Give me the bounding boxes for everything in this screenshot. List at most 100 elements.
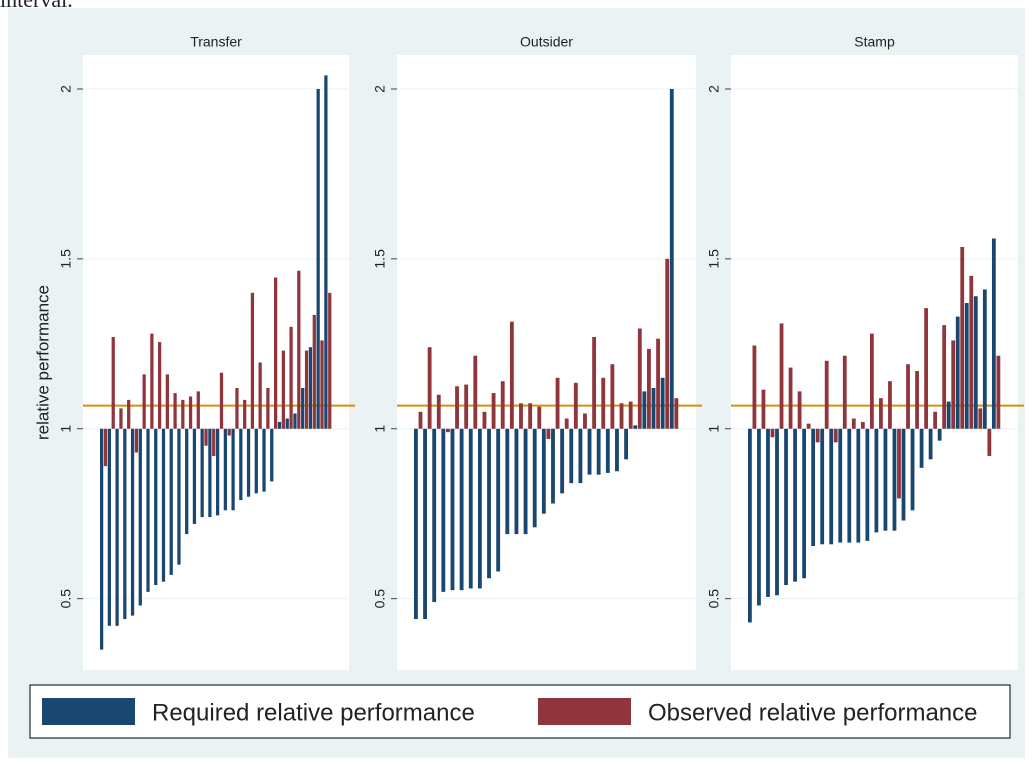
bar <box>165 374 169 429</box>
bar <box>665 258 670 429</box>
bar <box>293 413 297 429</box>
bar <box>192 428 197 524</box>
bar <box>674 398 679 429</box>
bar <box>761 389 766 429</box>
bar <box>285 418 289 429</box>
bar <box>150 333 154 429</box>
bar <box>254 428 258 494</box>
bar <box>158 342 162 429</box>
bar <box>897 428 901 499</box>
bar <box>624 428 629 460</box>
bar <box>955 316 960 429</box>
bar <box>450 428 455 591</box>
bar <box>146 428 150 592</box>
bar <box>757 428 761 606</box>
bar <box>879 398 883 429</box>
y-tick-label: 1 <box>706 425 722 433</box>
bar <box>487 428 491 579</box>
bar <box>847 428 852 543</box>
bar <box>250 292 255 429</box>
bar <box>188 396 193 429</box>
bar <box>964 303 969 429</box>
bar <box>532 428 537 528</box>
bar <box>130 428 135 616</box>
bar <box>779 323 784 429</box>
bar <box>491 393 496 429</box>
bar <box>669 88 674 429</box>
bar <box>514 428 519 535</box>
bar <box>637 328 642 429</box>
bar <box>111 337 115 429</box>
bar <box>978 408 983 429</box>
y-tick-label: 0.5 <box>706 589 722 609</box>
bar <box>423 428 427 620</box>
bar <box>441 428 446 592</box>
bar <box>169 428 173 575</box>
plot-area <box>83 55 349 670</box>
bar <box>933 411 938 429</box>
legend-swatch <box>538 698 631 725</box>
bar <box>851 418 856 429</box>
bar <box>528 403 533 429</box>
bar <box>464 384 469 429</box>
bar <box>806 423 811 429</box>
y-tick-label: 2 <box>372 85 388 93</box>
legend-swatch <box>42 698 135 725</box>
panel-title: Transfer <box>190 34 242 50</box>
bar <box>628 401 633 429</box>
bar <box>601 377 606 429</box>
bar <box>820 428 825 545</box>
bar <box>212 428 216 456</box>
bar <box>883 428 888 531</box>
bar <box>633 425 638 429</box>
bar <box>982 289 987 429</box>
bar <box>564 418 569 429</box>
y-tick-label: 2 <box>58 85 74 93</box>
bar <box>642 391 647 429</box>
bar <box>445 428 450 433</box>
bar <box>185 428 189 535</box>
bar <box>509 321 514 429</box>
bar <box>833 428 838 443</box>
bar <box>793 428 797 582</box>
bar <box>477 428 482 589</box>
bar <box>996 355 1001 429</box>
bar <box>860 421 865 429</box>
y-tick-label: 0.5 <box>372 589 388 609</box>
bar <box>312 314 316 429</box>
bar <box>865 428 870 541</box>
bar <box>829 428 834 545</box>
panel-title: Stamp <box>854 34 895 50</box>
bar <box>541 428 546 514</box>
bar <box>928 428 933 460</box>
bar <box>281 350 285 429</box>
bar <box>537 406 542 429</box>
bar <box>583 413 587 429</box>
bar <box>173 393 177 429</box>
bar <box>289 326 293 429</box>
bar <box>482 411 487 429</box>
bar <box>243 399 247 429</box>
bar <box>610 364 615 429</box>
bar <box>519 403 523 429</box>
bar <box>200 428 204 518</box>
y-tick-label: 2 <box>706 85 722 93</box>
bar <box>592 337 597 429</box>
bar <box>874 428 879 533</box>
bar <box>647 348 651 429</box>
bar <box>100 428 104 650</box>
bar <box>523 428 528 535</box>
bar <box>951 340 956 429</box>
bar <box>888 381 892 429</box>
bar <box>107 428 111 626</box>
plot-area <box>397 55 696 670</box>
bar <box>455 386 459 429</box>
bar <box>500 381 505 429</box>
bar <box>204 428 208 446</box>
bar <box>154 428 158 586</box>
y-tick-label: 1 <box>58 425 74 433</box>
bar <box>987 428 992 456</box>
y-tick-label: 1 <box>372 425 388 433</box>
bar <box>802 428 807 579</box>
bar <box>328 292 332 429</box>
